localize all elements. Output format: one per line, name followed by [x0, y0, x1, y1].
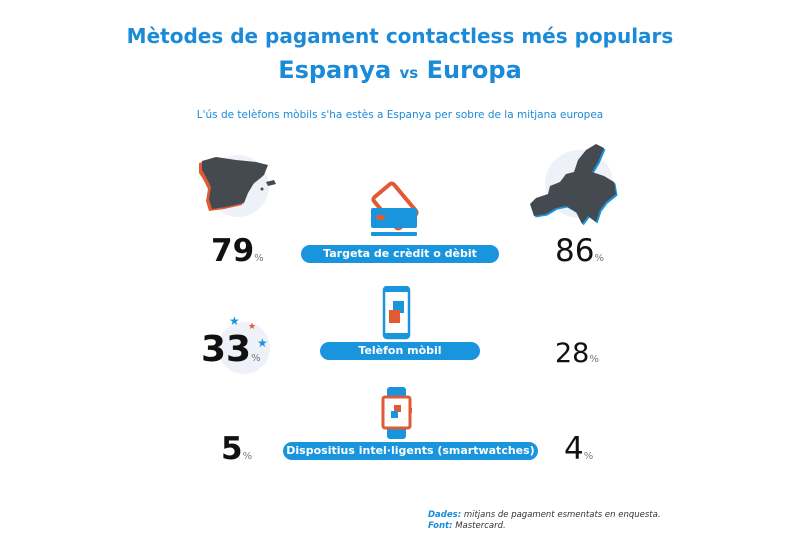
europe-value-phone: 28%: [555, 340, 599, 367]
percent: %: [242, 451, 253, 462]
data-text: mitjans de pagament esmentats en enquest…: [463, 510, 661, 520]
data-label: Dades:: [428, 510, 462, 520]
footnote-data: Dades: mitjans de pagament esmentats en …: [428, 510, 661, 520]
subtitle-spain: Espanya: [278, 56, 392, 84]
star-icon: ★: [229, 314, 240, 328]
europe-map-icon: [530, 144, 618, 226]
subtitle-vs: vs: [399, 64, 419, 82]
spain-value-card: 79%: [211, 236, 264, 267]
value: 79: [211, 233, 255, 269]
europe-value-watch: 4%: [564, 434, 593, 465]
title: Mètodes de pagament contactless més popu…: [126, 24, 674, 48]
category-smartwatches: Dispositius intel·ligents (smartwatches): [283, 442, 538, 460]
spain-value-phone: 33%: [201, 332, 261, 368]
source-label: Font:: [428, 521, 453, 531]
star-icon: ★: [248, 322, 257, 332]
subtitle-europe: Europa: [426, 56, 522, 84]
smartwatch-icon: [381, 387, 412, 439]
value: 86: [555, 233, 595, 269]
value: 5: [221, 431, 243, 467]
percent: %: [251, 353, 261, 364]
spain-value-watch: 5%: [221, 434, 252, 465]
value: 28: [555, 338, 590, 369]
footnote-source: Font: Mastercard.: [428, 521, 506, 531]
source-text: Mastercard.: [455, 521, 506, 531]
star-icon: ★: [257, 336, 268, 350]
category-mobile-phone: Telèfon mòbil: [320, 342, 480, 360]
value: 33: [201, 329, 252, 370]
spain-map-icon: [199, 157, 276, 211]
europe-value-card: 86%: [555, 236, 604, 267]
percent: %: [594, 253, 604, 264]
highlight-backdrop: [218, 322, 270, 374]
category-credit-card: Targeta de crèdit o dèbit: [301, 245, 499, 263]
description: L'ús de telèfons mòbils s'ha estès a Esp…: [196, 109, 604, 121]
mobile-phone-icon: [382, 286, 411, 340]
credit-card-icon: [371, 181, 419, 236]
percent: %: [589, 354, 599, 365]
subtitle: Espanya vs Europa: [0, 56, 800, 84]
percent: %: [583, 451, 594, 462]
percent: %: [254, 253, 264, 264]
value: 4: [564, 431, 584, 467]
